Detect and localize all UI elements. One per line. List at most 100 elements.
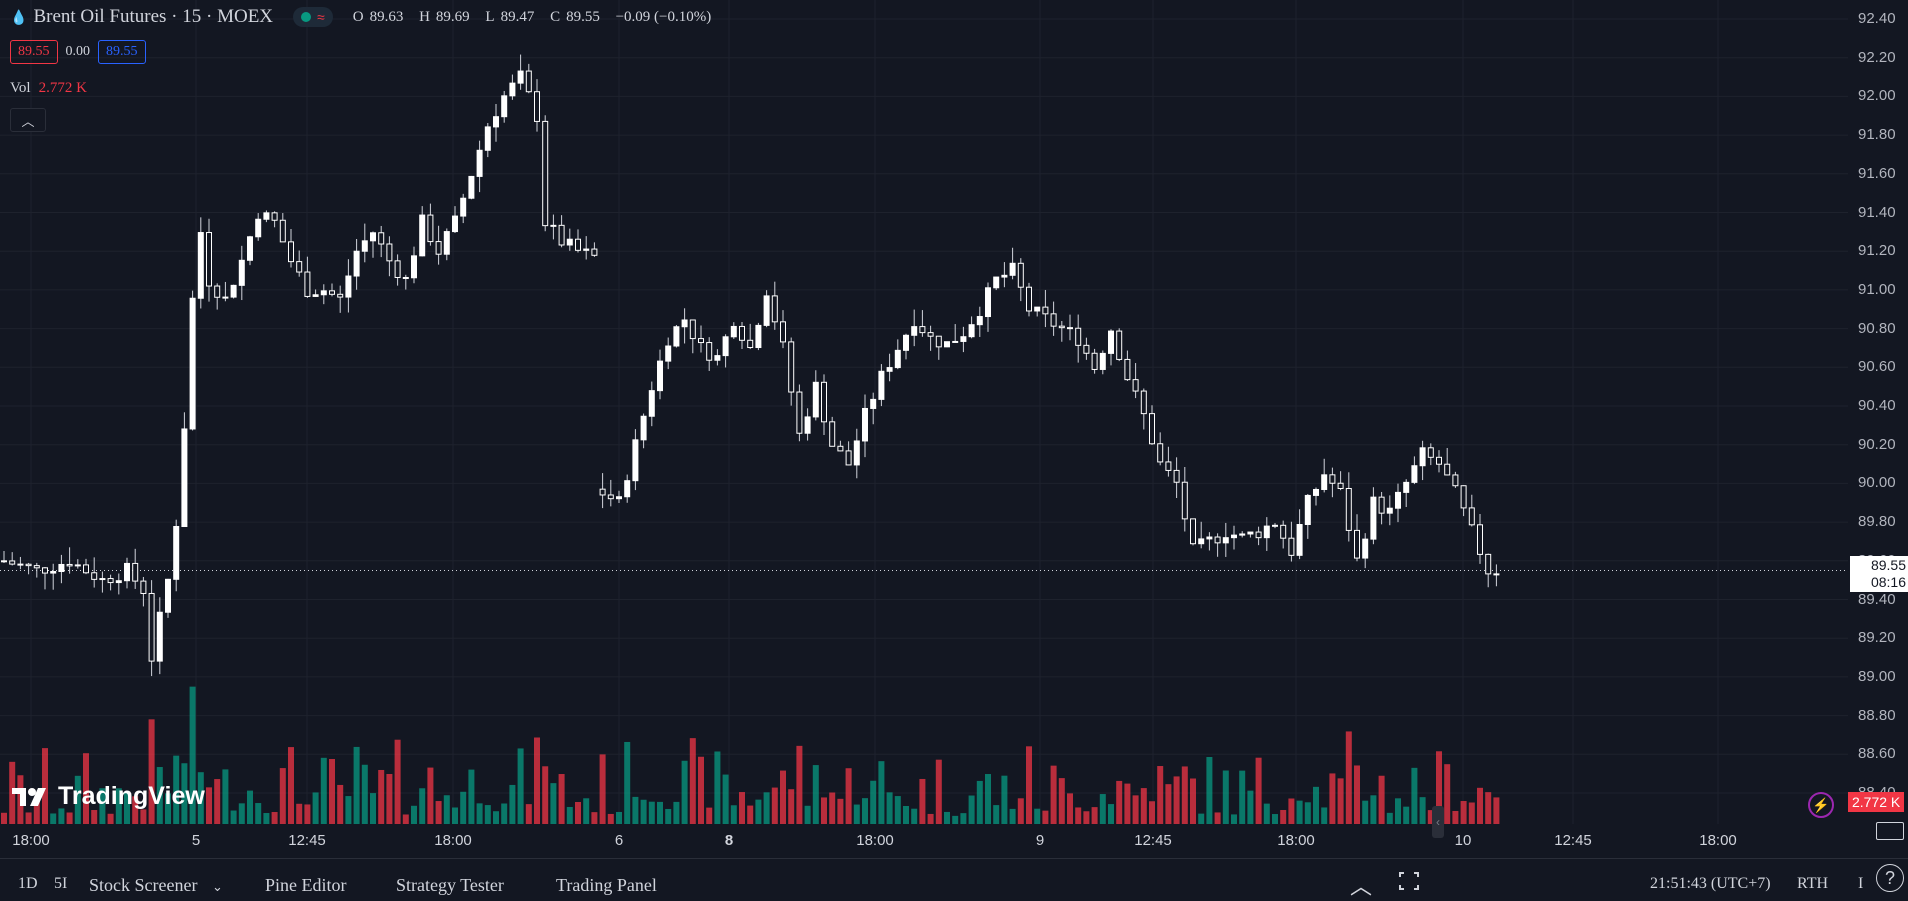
volume-bar	[271, 812, 278, 824]
volume-bar	[156, 767, 163, 824]
volume-bar	[1157, 766, 1164, 824]
volume-bar	[665, 808, 672, 824]
tradingview-logo[interactable]: TradingView	[12, 782, 205, 811]
candle-down	[1354, 529, 1360, 559]
candle-down	[1149, 413, 1155, 445]
candle-down	[378, 232, 385, 245]
candle-up	[583, 248, 590, 251]
collapse-legend-button[interactable]: ︿	[10, 108, 46, 132]
volume-bar	[1378, 775, 1385, 824]
time-axis[interactable]: 18:00 5 12:45 18:00 6 8 18:00 9 12:45 18:00 10 12:4…	[0, 824, 1848, 856]
candle-up	[640, 415, 647, 441]
volume-label: Vol	[10, 80, 31, 96]
lightning-icon[interactable]: ⚡	[1808, 792, 1834, 818]
time-tick-label: 12:45	[1554, 832, 1592, 849]
session-rth-button[interactable]: RTH	[1797, 875, 1829, 892]
candle-down	[435, 241, 442, 255]
stock-screener-tab[interactable]: Stock Screener ⌄	[89, 875, 223, 896]
candle-up	[1296, 523, 1303, 556]
candlestick-chart[interactable]	[0, 0, 1848, 824]
candle-down	[1050, 313, 1057, 327]
candle-up	[452, 215, 458, 233]
price-axis[interactable]: 92.40 92.20 92.00 91.80 91.60 91.40 91.20 91.00…	[1848, 0, 1908, 824]
candle-up	[1272, 524, 1278, 527]
volume-bar	[468, 769, 475, 824]
volume-bar	[599, 754, 606, 824]
candle-down	[1058, 325, 1065, 329]
volume-bar	[353, 746, 360, 824]
candle-down	[1493, 573, 1500, 576]
candle-up	[993, 276, 1000, 289]
volume-bar	[132, 796, 139, 824]
volume-bar	[1337, 778, 1344, 824]
time-tick-label: 12:45	[288, 832, 326, 849]
candle-up	[230, 284, 237, 298]
candle-down	[829, 421, 836, 447]
high-value: 89.69	[435, 8, 470, 25]
trading-panel-tab[interactable]: Trading Panel	[556, 875, 657, 895]
candle-down	[1255, 531, 1262, 539]
volume-legend[interactable]: Vol 2.772 K	[10, 80, 87, 97]
candle-up	[804, 416, 811, 434]
volume-bar	[124, 793, 130, 824]
clock-display[interactable]: 21:51:43 (UTC+7)	[1650, 875, 1771, 892]
tradingview-logo-text: TradingView	[58, 782, 205, 810]
interval-1d-button[interactable]: 1D	[18, 875, 38, 892]
volume-bar	[976, 780, 983, 824]
strategy-tester-tab[interactable]: Strategy Tester	[396, 875, 504, 895]
volume-bar	[197, 772, 204, 824]
candle-up	[247, 236, 253, 261]
price-tick-label: 91.20	[1858, 242, 1896, 260]
candle-up	[312, 294, 319, 297]
volume-bar	[1034, 808, 1041, 824]
candle-up	[657, 360, 663, 392]
candle-down	[1378, 496, 1385, 514]
volume-bar	[1050, 765, 1057, 824]
volume-bar	[575, 802, 581, 824]
candle-down	[575, 238, 581, 251]
symbol-legend: 💧 Brent Oil Futures · 15 · MOEX ≈ O 89.63…	[10, 6, 717, 28]
ask-price-button[interactable]: 89.55	[98, 40, 146, 64]
candle-up	[263, 212, 270, 220]
time-tick-label: 18:00	[856, 832, 894, 849]
candle-down	[25, 563, 32, 567]
candle-up	[911, 326, 918, 336]
volume-bar	[50, 813, 57, 824]
volume-bar	[279, 768, 286, 824]
axis-settings-button[interactable]	[1876, 822, 1904, 840]
chevron-up-icon[interactable]: ︿	[1350, 874, 1373, 899]
volume-bar	[1460, 801, 1467, 824]
candle-up	[1198, 538, 1205, 545]
pine-editor-tab[interactable]: Pine Editor	[265, 875, 347, 895]
candle-down	[1124, 358, 1131, 381]
candle-up	[238, 259, 245, 286]
price-tick-label: 90.00	[1858, 474, 1896, 492]
candle-down	[607, 494, 614, 500]
maximize-icon[interactable]	[1398, 871, 1420, 896]
help-icon[interactable]: ?	[1876, 864, 1904, 892]
volume-bar	[985, 774, 991, 824]
candle-down	[42, 567, 48, 574]
symbol-title[interactable]: Brent Oil Futures · 15 · MOEX	[33, 6, 274, 27]
candle-up	[1403, 481, 1410, 493]
bid-price-button[interactable]: 89.55	[10, 40, 58, 64]
candle-down	[107, 578, 114, 584]
candle-down	[1436, 456, 1442, 465]
interval-5d-button[interactable]: 5I	[54, 875, 68, 892]
market-status-pill[interactable]: ≈	[293, 7, 333, 27]
candle-up	[468, 175, 475, 199]
candle-up	[189, 297, 196, 430]
volume-bar	[337, 784, 344, 824]
candle-down	[689, 319, 696, 340]
candle-down	[1337, 482, 1344, 489]
change-value: −0.09 (−0.10%)	[615, 8, 712, 25]
candle-down	[821, 381, 827, 423]
extra-toggle[interactable]: I	[1858, 875, 1864, 892]
candle-up	[370, 232, 376, 242]
scroll-left-chevron-icon[interactable]: ‹	[1432, 806, 1444, 838]
chart-canvas[interactable]	[0, 0, 1848, 824]
volume-bar	[1190, 778, 1196, 824]
volume-bar	[673, 801, 680, 824]
candle-down	[1165, 461, 1172, 471]
volume-bar	[714, 751, 721, 824]
